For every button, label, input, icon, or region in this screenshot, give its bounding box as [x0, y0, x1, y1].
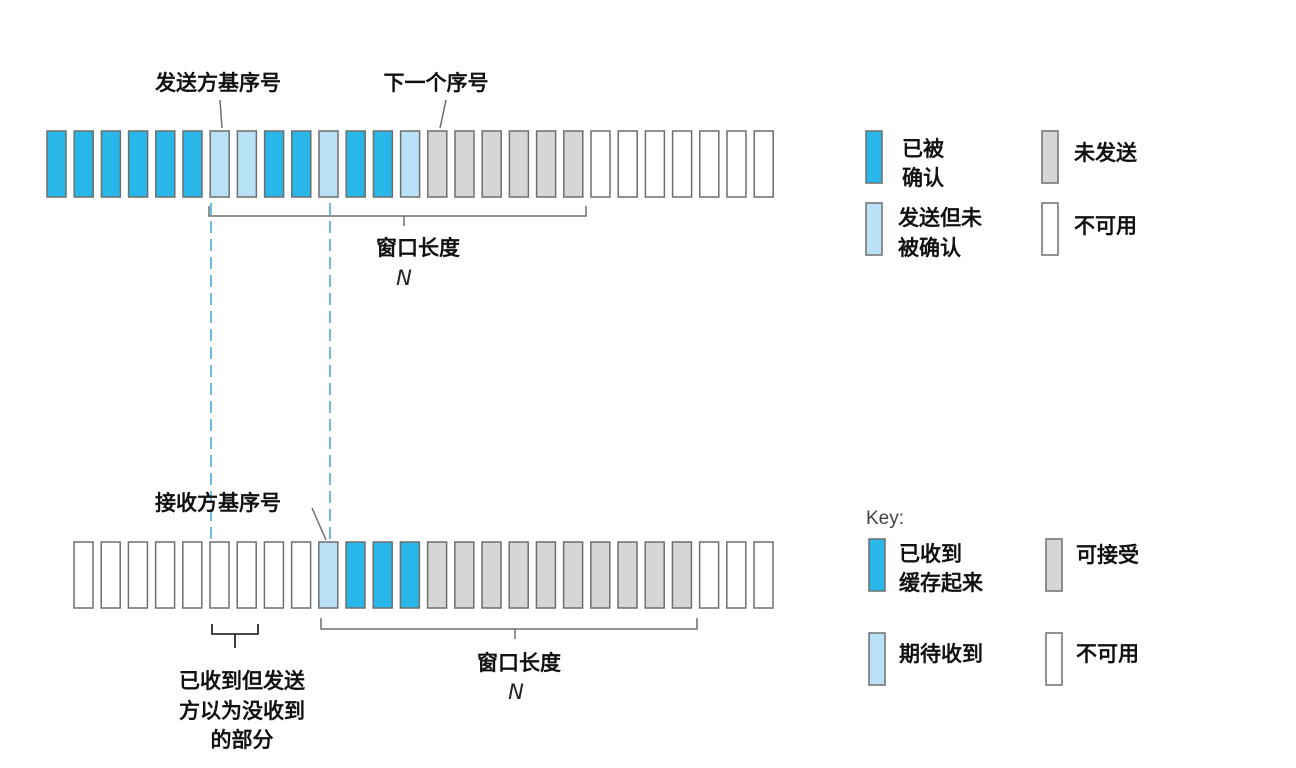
sender-window-bracket — [208, 206, 587, 217]
sender-cell-sent_not_acked — [399, 130, 421, 198]
receiver-cell-expected — [318, 541, 339, 609]
sender-base-pointer — [219, 99, 223, 129]
sender-legend: 已被 确认 发送但未 被确认 未发送 不可用 — [865, 130, 1138, 260]
sender-cell-unusable — [753, 130, 774, 198]
receiver-window-n: N — [508, 680, 524, 704]
legend-unusable-swatch-2 — [1045, 632, 1063, 686]
receiver-window-bracket — [320, 618, 698, 630]
receiver-cell-unusable — [753, 541, 774, 609]
legend-sent-not-acked-line-1: 发送但未 — [897, 206, 982, 230]
legend-acked-line-1: 已被 — [902, 137, 945, 161]
receiver-cell-received_buffered — [372, 541, 393, 609]
legend-expected-swatch — [868, 632, 886, 686]
receiver-cell-unusable — [182, 541, 203, 609]
receiver-cell-acceptable — [426, 541, 448, 609]
receiver-cell-unusable — [263, 541, 285, 609]
receiver-cell-unusable — [290, 541, 312, 609]
sender-cell-unusable — [617, 130, 638, 198]
receiver-legend: Key: 已收到 缓存起来 可接受 期待收到 不可用 — [866, 508, 1139, 686]
receiver-cell-acceptable — [508, 541, 529, 609]
sender-cell-sent_not_acked — [236, 130, 258, 198]
legend-received-buffered-swatch — [868, 538, 886, 592]
legend-received-buffered-line-1: 已收到 — [899, 542, 962, 566]
legend-acceptable-label: 可接受 — [1076, 543, 1139, 567]
sender-cell-not_sent — [481, 130, 502, 198]
legend-expected-label: 期待收到 — [899, 642, 983, 666]
sender-cell-acked — [291, 130, 312, 198]
receiver-cell-acceptable — [481, 541, 502, 609]
next-seq-pointer — [439, 99, 447, 129]
legend-sent-not-acked-swatch — [865, 202, 883, 256]
legend-unusable-label: 不可用 — [1074, 214, 1137, 238]
sender-cell-unusable — [699, 130, 720, 198]
receiver-cell-acceptable — [562, 541, 584, 609]
receiver-cell-acceptable — [617, 541, 638, 609]
sender-cell-acked — [73, 130, 94, 198]
sender-cell-sent_not_acked — [318, 130, 339, 198]
sender-cell-not_sent — [508, 130, 530, 198]
legend-not-sent-swatch — [1041, 130, 1059, 184]
legend-acked-line-2: 确认 — [902, 166, 944, 190]
already-received-line-1: 已收到但发送 — [179, 669, 306, 693]
sender-cell-unusable — [590, 130, 611, 198]
legend-sent-not-acked-line-2: 被确认 — [898, 236, 961, 260]
receiver-sequence-row — [73, 541, 774, 609]
sender-cell-not_sent — [535, 130, 557, 198]
sender-cell-acked — [182, 130, 203, 198]
sender-cell-not_sent — [427, 130, 448, 198]
receiver-cell-unusable — [127, 541, 149, 609]
receiver-window-label: 窗口长度 — [477, 651, 561, 675]
receiver-cell-acceptable — [671, 541, 693, 609]
sender-base-label: 发送方基序号 — [154, 71, 281, 95]
next-seq-label: 下一个序号 — [384, 71, 489, 95]
sender-cell-sent_not_acked — [209, 130, 230, 198]
receiver-cell-acceptable — [644, 541, 665, 609]
sender-cell-unusable — [644, 130, 666, 198]
receiver-cell-received_buffered — [399, 541, 421, 609]
legend-unusable-swatch — [1041, 202, 1059, 256]
already-received-line-3: 的部分 — [211, 728, 274, 752]
legend-acked-swatch — [865, 130, 883, 184]
sender-cell-acked — [372, 130, 394, 198]
already-received-brace — [211, 624, 259, 635]
sender-cell-acked — [46, 130, 67, 198]
already-received-line-2: 方以为没收到 — [179, 699, 305, 723]
receiver-cell-unusable — [100, 541, 121, 609]
sender-cell-acked — [100, 130, 122, 198]
receiver-cell-acceptable — [535, 541, 557, 609]
legend-not-sent-label: 未发送 — [1074, 141, 1138, 165]
sender-cell-unusable — [671, 130, 693, 198]
sender-cell-acked — [263, 130, 285, 198]
sender-cell-acked — [127, 130, 149, 198]
sender-sequence-row — [46, 130, 774, 198]
legend-unusable-label-2: 不可用 — [1076, 642, 1139, 666]
receiver-cell-unusable — [154, 541, 176, 609]
receiver-cell-received_buffered — [345, 541, 366, 609]
sender-cell-acked — [345, 130, 366, 198]
sender-cell-acked — [155, 130, 176, 198]
receiver-cell-unusable — [236, 541, 257, 609]
sender-cell-not_sent — [454, 130, 475, 198]
receiver-cell-acceptable — [590, 541, 611, 609]
legend-key-label: Key: — [866, 508, 904, 529]
sender-window-label: 窗口长度 — [376, 236, 460, 260]
receiver-base-label: 接收方基序号 — [155, 491, 281, 515]
legend-acceptable-swatch — [1045, 538, 1063, 592]
receiver-cell-unusable — [73, 541, 94, 609]
receiver-cell-acceptable — [454, 541, 475, 609]
sender-window-n: N — [396, 266, 412, 290]
sender-cell-not_sent — [563, 130, 584, 198]
receiver-cell-unusable — [209, 541, 230, 609]
sender-cell-unusable — [726, 130, 747, 198]
receiver-cell-unusable — [726, 541, 747, 609]
receiver-base-pointer — [311, 507, 327, 541]
legend-received-buffered-line-2: 缓存起来 — [899, 571, 984, 595]
receiver-cell-unusable — [698, 541, 720, 609]
